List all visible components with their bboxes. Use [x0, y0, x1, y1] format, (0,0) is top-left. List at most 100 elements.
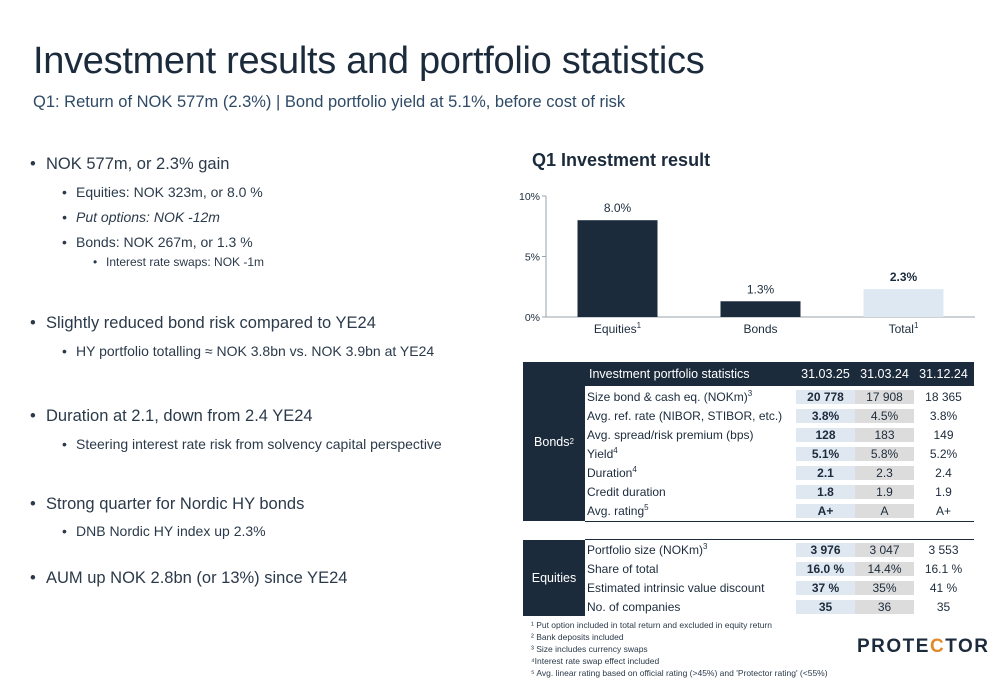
value-31-03-25: 35	[796, 599, 855, 614]
value-31-03-24: 3 047	[855, 542, 914, 557]
row-label-text: Estimated intrinsic value discount	[587, 580, 765, 595]
value-31-03-24: 14.4%	[855, 561, 914, 576]
bonds-row: Avg. ref. rate (NIBOR, STIBOR, etc.) 3.8%…	[585, 406, 974, 425]
row-label-text: Credit duration	[587, 484, 666, 499]
logo-text-end: TOR	[945, 636, 990, 657]
row-label: Avg. rating5	[585, 502, 796, 518]
data-label-equities: 8.0%	[604, 201, 632, 215]
bar-bonds	[720, 301, 801, 317]
bonds-row: Avg. rating5 A+ A A+	[585, 501, 974, 520]
bullet-nordic-hy: Strong quarter for Nordic HY bonds	[30, 495, 304, 514]
value-31-03-24: A	[855, 503, 914, 518]
value-31-12-24: 35	[914, 599, 973, 614]
chart-title: Q1 Investment result	[532, 150, 711, 170]
row-label-sup: 3	[747, 388, 753, 398]
equities-row: Portfolio size (NOKm)3 3 976 3 047 3 553	[585, 540, 974, 559]
category-label-total: Total1	[889, 321, 919, 336]
bonds-row: Credit duration 1.8 1.9 1.9	[585, 482, 974, 501]
row-label-sup: 3	[703, 541, 708, 551]
row-label-text: Share of total	[587, 561, 659, 576]
value-31-12-24: 18 365	[914, 389, 973, 404]
bullet-steering: Steering interest rate risk from solvenc…	[62, 436, 442, 452]
table-header-col1: 31.03.25	[801, 367, 850, 381]
row-label-text: Avg. rating	[587, 503, 645, 518]
value-31-03-25: 3.8%	[796, 408, 855, 423]
value-31-03-25: 16.0 %	[796, 561, 855, 576]
value-31-03-25: 2.1	[796, 465, 855, 480]
bullet-hy-portfolio: HY portfolio totalling ≈ NOK 3.8bn vs. N…	[62, 343, 434, 359]
value-31-03-24: 35%	[855, 580, 914, 595]
value-31-03-25: 5.1%	[796, 446, 855, 461]
equities-row: Estimated intrinsic value discount 37 % 35…	[585, 578, 974, 597]
page-subtitle: Q1: Return of NOK 577m (2.3%) | Bond por…	[33, 93, 626, 111]
row-label: No. of companies	[585, 600, 796, 614]
bonds-row: Duration4 2.1 2.3 2.4	[585, 463, 974, 482]
page-title: Investment results and portfolio statist…	[33, 40, 705, 82]
equities-label: Equities	[531, 571, 577, 585]
bonds-label: Bonds	[534, 434, 570, 449]
data-label-total: 2.3%	[890, 270, 918, 284]
category-footnote-mark: 1	[914, 321, 919, 330]
row-label: Size bond & cash eq. (NOKm)3	[585, 388, 796, 404]
value-31-03-25: 128	[796, 427, 855, 442]
investment-result-chart: 0% 5% 10% 8.0% Equities1 1.3% Bonds 2.3% Total1	[519, 191, 975, 336]
equities-row: Share of total 16.0 % 14.4% 16.1 %	[585, 559, 974, 578]
value-31-03-25: 1.8	[796, 484, 855, 499]
bar-equities	[577, 220, 658, 317]
footnote-2: ² Bank deposits included	[531, 632, 624, 642]
logo-accent-letter: C	[929, 636, 946, 657]
row-label-sup: 5	[644, 502, 649, 512]
data-label-bonds: 1.3%	[747, 282, 775, 296]
value-31-12-24: A+	[914, 503, 973, 518]
bullet-dnb-index: DNB Nordic HY index up 2.3%	[62, 523, 266, 539]
value-31-03-24: 5.8%	[855, 446, 914, 461]
row-label: Avg. ref. rate (NIBOR, STIBOR, etc.)	[585, 409, 796, 423]
footnote-1: ¹ Put option included in total return an…	[531, 620, 772, 630]
bullet-put-options: Put options: NOK -12m	[62, 209, 220, 225]
value-31-12-24: 3 553	[914, 542, 973, 557]
value-31-03-25: 37 %	[796, 580, 855, 595]
row-label-text: Duration	[587, 465, 633, 480]
value-31-12-24: 41 %	[914, 580, 973, 595]
value-31-12-24: 16.1 %	[914, 561, 973, 576]
value-31-03-24: 17 908	[855, 389, 914, 404]
value-31-12-24: 2.4	[914, 465, 973, 480]
value-31-12-24: 3.8%	[914, 408, 973, 423]
bullet-bond-risk: Slightly reduced bond risk compared to Y…	[30, 314, 376, 333]
equities-section-label: Equities	[523, 540, 585, 616]
value-31-03-24: 2.3	[855, 465, 914, 480]
row-label: Estimated intrinsic value discount	[585, 581, 796, 595]
row-label: Yield4	[585, 445, 796, 461]
table-separator-row	[585, 521, 974, 540]
value-31-12-24: 1.9	[914, 484, 973, 499]
bonds-row: Size bond & cash eq. (NOKm)3 20 778 17 908…	[585, 387, 974, 406]
value-31-12-24: 149	[914, 427, 973, 442]
row-label: Avg. spread/risk premium (bps)	[585, 428, 796, 442]
row-label-text: Yield	[587, 446, 614, 461]
value-31-03-25: 20 778	[796, 389, 855, 404]
bar-total	[863, 289, 944, 317]
row-label: Portfolio size (NOKm)3	[585, 541, 796, 557]
table-header-col3: 31.12.24	[919, 367, 968, 381]
row-label-text: No. of companies	[587, 599, 681, 614]
row-label-sup: 4	[613, 445, 618, 455]
row-label-text: Avg. spread/risk premium (bps)	[587, 427, 754, 442]
row-label-text: Avg. ref. rate (NIBOR, STIBOR, etc.)	[587, 408, 783, 423]
bonds-section-label: Bonds 2	[523, 362, 585, 521]
row-label: Credit duration	[585, 485, 796, 499]
portfolio-statistics-table: Investment portfolio statistics 31.03.25…	[523, 360, 974, 616]
row-label-text: Portfolio size (NOKm)	[587, 542, 704, 557]
table-header-label: Investment portfolio statistics	[589, 367, 750, 381]
value-31-03-25: 3 976	[796, 542, 855, 557]
bullet-aum: AUM up NOK 2.8bn (or 13%) since YE24	[30, 569, 347, 588]
bullet-equities: Equities: NOK 323m, or 8.0 %	[62, 184, 263, 200]
bonds-row: Avg. spread/risk premium (bps) 128 183 149	[585, 425, 974, 444]
footnote-5: ⁵ Avg. linear rating based on official r…	[531, 668, 828, 678]
bullet-net-gain: NOK 577m, or 2.3% gain	[30, 155, 229, 174]
category-footnote-mark: 1	[637, 321, 642, 330]
y-tick-label: 5%	[525, 252, 540, 264]
footnote-4: ⁴Interest rate swap effect included	[531, 656, 660, 666]
value-31-03-25: A+	[796, 503, 855, 518]
row-label: Duration4	[585, 465, 796, 480]
table-header: Investment portfolio statistics 31.03.25…	[585, 362, 974, 386]
